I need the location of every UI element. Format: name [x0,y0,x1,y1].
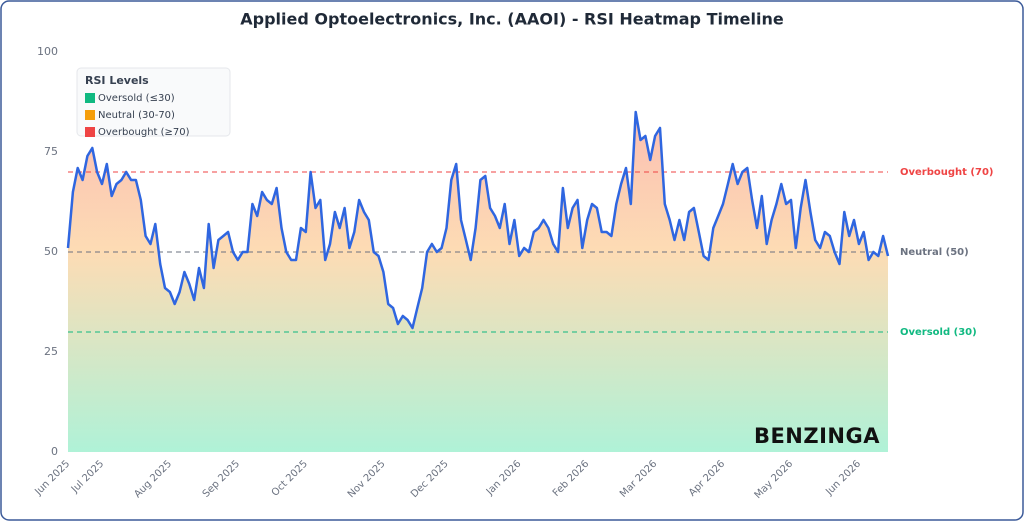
legend-swatch [85,127,95,137]
legend-label: Neutral (30-70) [98,110,175,121]
rsi-area [68,112,888,452]
watermark: BENZINGA [754,424,880,448]
y-tick-label: 50 [44,245,58,258]
legend-swatch [85,110,95,120]
legend-title: RSI Levels [85,74,149,87]
y-tick-label: 25 [44,345,58,358]
y-tick-label: 75 [44,145,58,158]
legend-label: Overbought (≥70) [98,127,190,138]
legend-box [76,67,231,137]
reference-label: Neutral (50) [900,247,969,258]
chart-title: Applied Optoelectronics, Inc. (AAOI) - R… [240,10,784,29]
rsi-line [66,110,890,330]
y-tick-label: 100 [37,45,58,58]
reference-label: Overbought (70) [900,167,993,178]
reference-label: Oversold (30) [900,327,977,338]
legend-swatch [85,93,95,103]
legend-label: Oversold (≤30) [98,93,175,104]
y-tick-label: 0 [51,445,58,458]
